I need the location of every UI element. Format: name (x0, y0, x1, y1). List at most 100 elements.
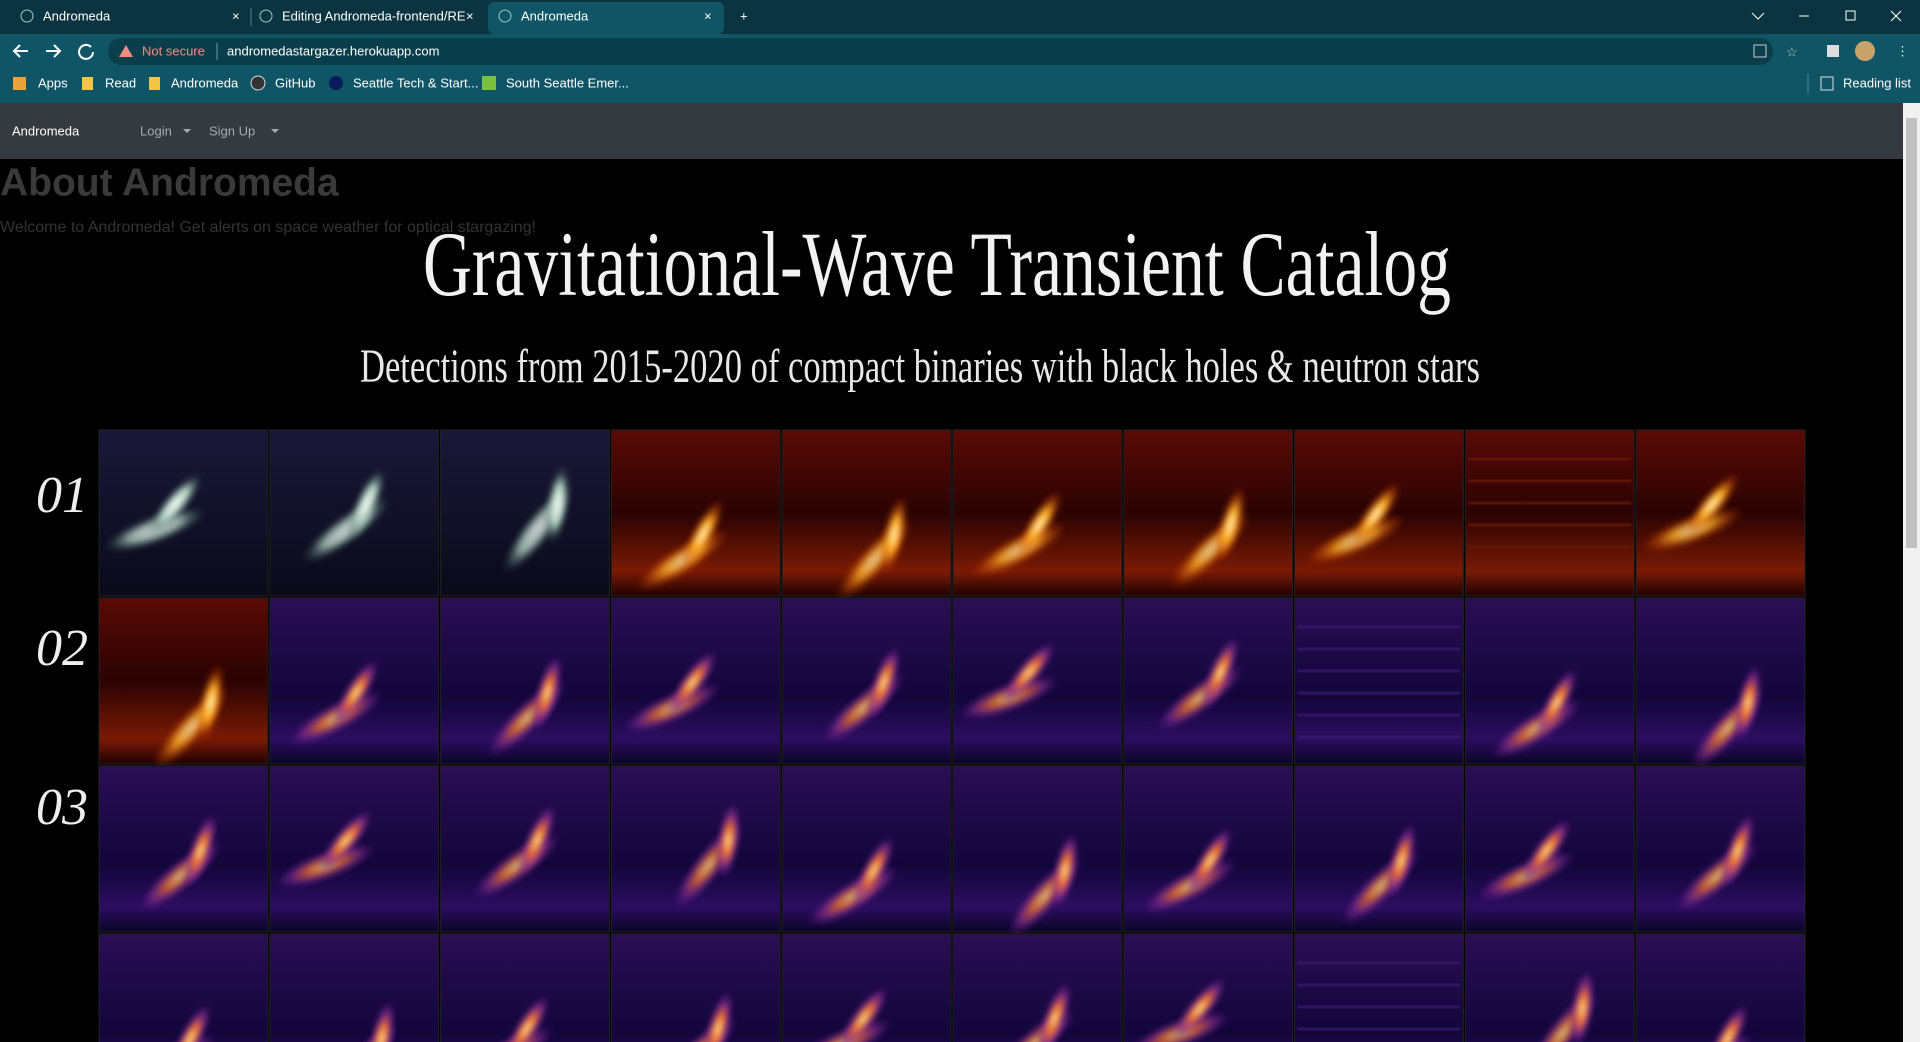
page-heading: About Andromeda (0, 161, 339, 204)
bookmark[interactable]: Seattle Tech & Start... (353, 75, 479, 90)
warning-icon (119, 45, 133, 57)
folder-icon (82, 77, 93, 90)
dropdown-caret (271, 129, 279, 133)
reading-list-icon (1820, 76, 1834, 91)
row-label: 02 (36, 620, 88, 677)
chirp (503, 994, 550, 1042)
chirp (1015, 490, 1063, 560)
spectrogram-tile (98, 933, 269, 1042)
chirp (1037, 980, 1072, 1042)
spectrogram-tile (98, 765, 269, 933)
chirp (1350, 481, 1401, 548)
menu-button[interactable]: ⋮ (1896, 43, 1909, 58)
chirp (1186, 826, 1234, 896)
chirp (1685, 473, 1740, 537)
forward-button[interactable] (46, 44, 62, 58)
chirp (183, 812, 218, 889)
spectrogram-tile (610, 765, 781, 933)
spectrogram-tile (1635, 933, 1806, 1042)
chirp (347, 467, 386, 542)
tab-icon (259, 9, 273, 23)
address-bar[interactable] (108, 38, 1773, 65)
back-button[interactable] (12, 44, 28, 58)
bookmark[interactable]: GitHub (275, 75, 315, 90)
image-subtitle: Detections from 2015-2020 of compact bin… (360, 340, 1480, 393)
navbar-brand[interactable]: Andromeda (12, 123, 80, 138)
chirp (517, 803, 557, 878)
site-icon (482, 76, 496, 90)
bookmark-star[interactable]: ☆ (1786, 44, 1798, 59)
row-label: 01 (36, 467, 88, 524)
row-label: 03 (36, 779, 88, 836)
chirp (147, 473, 202, 537)
spectrogram-tile (1123, 429, 1294, 597)
url[interactable]: andromedastargazer.herokuapp.com (227, 43, 439, 58)
nav-link[interactable]: Login (140, 123, 172, 138)
tab-strip (0, 0, 1920, 34)
bookmark[interactable]: Apps (38, 75, 68, 90)
chirp (667, 649, 718, 716)
navbar (0, 103, 1903, 159)
site-icon (329, 76, 343, 90)
new-tab[interactable]: + (740, 8, 748, 23)
spectrogram-tile (1294, 933, 1464, 1042)
chirp (1001, 641, 1056, 705)
chirp (332, 658, 380, 728)
spectrogram-tile (1464, 933, 1635, 1042)
nav-link[interactable]: Sign Up (209, 123, 255, 138)
spectrogram-tile (781, 765, 952, 933)
close-window[interactable] (1890, 10, 1902, 22)
chirp (1172, 977, 1227, 1041)
tab-title[interactable]: Editing Andromeda-frontend/RE (282, 8, 466, 23)
apps-icon (13, 77, 26, 90)
chirp (545, 464, 570, 545)
reading-list[interactable]: Reading list (1843, 75, 1911, 90)
extensions-icon[interactable] (1827, 45, 1839, 57)
tab-search[interactable] (1751, 12, 1765, 20)
chirp (1734, 663, 1762, 743)
spectrogram-tile (610, 429, 781, 597)
dropdown-caret (183, 129, 191, 133)
chirp (866, 644, 901, 721)
chirp (1521, 817, 1572, 884)
spectrogram-tile (1464, 429, 1635, 597)
bookmark[interactable]: Read (105, 75, 136, 90)
chirp (1215, 486, 1246, 564)
spectrogram-tile (610, 933, 781, 1042)
spectrogram-tile (1635, 765, 1806, 933)
spectrogram-tile (269, 933, 440, 1042)
chirp (1385, 822, 1417, 900)
spectrogram-tile (440, 597, 610, 765)
spectrogram-grid (98, 429, 1806, 1042)
bookmark[interactable]: South Seattle Emer... (506, 75, 629, 90)
chirp (1570, 968, 1595, 1042)
tab-close[interactable]: × (466, 8, 474, 23)
scrollbar-thumb[interactable] (1906, 118, 1917, 548)
profile-avatar[interactable] (1855, 41, 1875, 61)
spectrogram-tile (1464, 597, 1635, 765)
image-title: Gravitational-Wave Transient Catalog (423, 213, 1451, 315)
active-tab[interactable] (488, 2, 724, 34)
chirp (1535, 667, 1578, 739)
chirp (169, 1003, 212, 1042)
tab-title[interactable]: Andromeda (521, 8, 589, 23)
tab-icon (498, 9, 512, 23)
reload-button[interactable] (78, 43, 94, 60)
share-icon[interactable] (1753, 44, 1767, 58)
tab-close[interactable]: × (232, 8, 240, 23)
chirp (367, 999, 396, 1042)
tab-close[interactable]: × (704, 8, 712, 23)
github-icon (250, 75, 266, 91)
folder-icon (149, 77, 160, 90)
tab-title[interactable]: Andromeda (43, 8, 111, 23)
restore[interactable] (1845, 10, 1856, 21)
chirp (838, 985, 889, 1042)
spectrogram-tile (1294, 597, 1464, 765)
page-text: Welcome to Andromeda! Get alerts on spac… (0, 219, 536, 236)
chirp (880, 495, 908, 575)
spectrogram-tile (440, 429, 610, 597)
bookmark[interactable]: Andromeda (171, 75, 239, 90)
chirp (681, 499, 724, 571)
security-status[interactable]: Not secure (142, 43, 205, 58)
